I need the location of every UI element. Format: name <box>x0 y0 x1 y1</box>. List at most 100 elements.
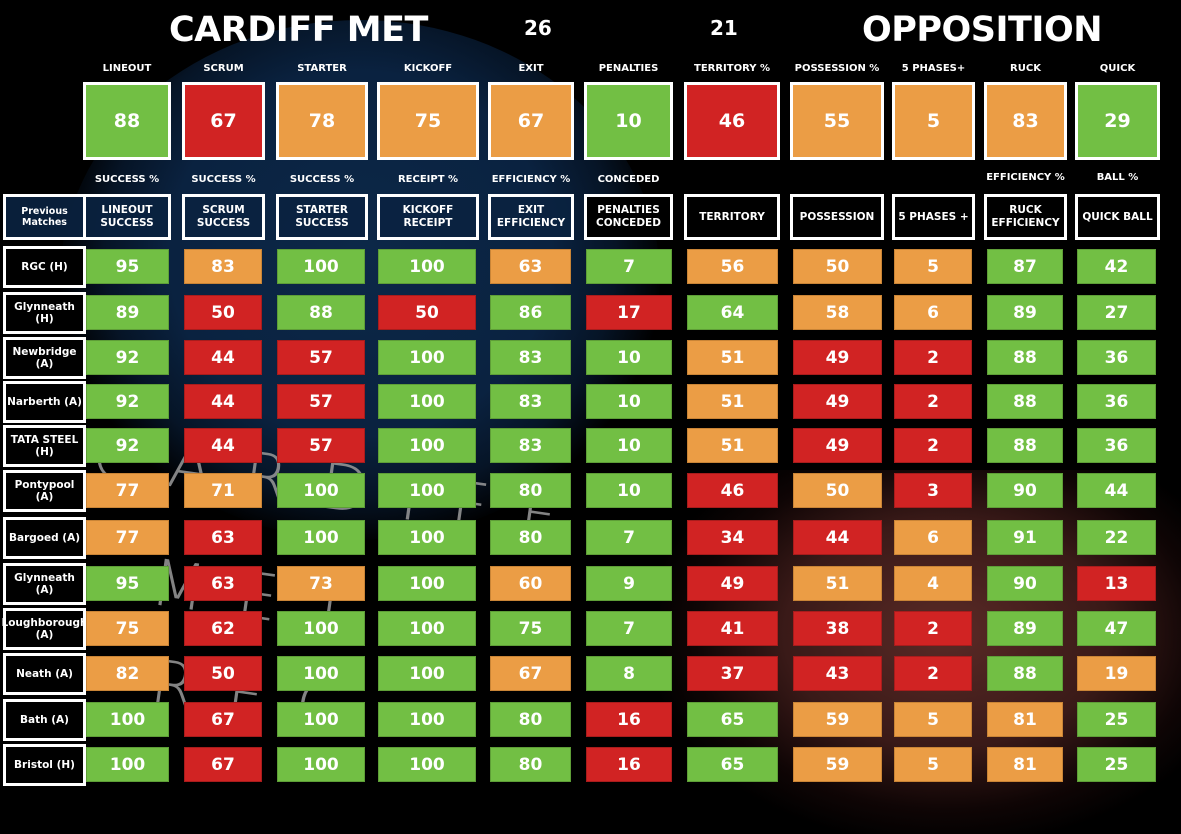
row-match-label: Bargoed (A) <box>3 517 86 559</box>
table-cell: 83 <box>490 340 571 375</box>
summary-value-box: 88 <box>83 82 171 160</box>
table-cell: 46 <box>687 473 778 508</box>
table-cell: 41 <box>687 611 778 646</box>
table-cell: 5 <box>894 702 972 737</box>
table-cell: 89 <box>86 295 169 330</box>
summary-value-box: 67 <box>488 82 574 160</box>
summary-value-box: 78 <box>276 82 368 160</box>
table-cell: 95 <box>86 566 169 601</box>
table-cell: 92 <box>86 340 169 375</box>
summary-value-box: 75 <box>377 82 479 160</box>
table-cell: 95 <box>86 249 169 284</box>
table-cell: 60 <box>490 566 571 601</box>
table-cell: 88 <box>277 295 365 330</box>
table-cell: 100 <box>378 249 476 284</box>
summary-label: 5 PHASES+ <box>901 63 966 74</box>
table-cell: 65 <box>687 702 778 737</box>
table-cell: 80 <box>490 473 571 508</box>
table-cell: 92 <box>86 384 169 419</box>
table-cell: 7 <box>586 520 672 555</box>
table-cell: 49 <box>793 340 882 375</box>
table-cell: 9 <box>586 566 672 601</box>
table-cell: 49 <box>793 428 882 463</box>
table-cell: 38 <box>793 611 882 646</box>
table-cell: 51 <box>687 428 778 463</box>
summary-sublabel: CONCEDED <box>597 174 660 185</box>
table-cell: 27 <box>1077 295 1156 330</box>
table-cell: 5 <box>894 747 972 782</box>
table-cell: 89 <box>987 611 1063 646</box>
summary-sublabel: BALL % <box>1096 172 1139 183</box>
table-cell: 56 <box>687 249 778 284</box>
table-cell: 100 <box>86 747 169 782</box>
table-cell: 80 <box>490 702 571 737</box>
table-cell: 59 <box>793 702 882 737</box>
summary-value-box: 46 <box>684 82 780 160</box>
table-cell: 91 <box>987 520 1063 555</box>
table-cell: 71 <box>184 473 262 508</box>
table-cell: 100 <box>277 656 365 691</box>
column-header: EXIT EFFICIENCY <box>488 194 574 240</box>
table-cell: 88 <box>987 656 1063 691</box>
away-team-title: OPPOSITION <box>862 10 1102 50</box>
table-cell: 100 <box>277 747 365 782</box>
table-cell: 25 <box>1077 702 1156 737</box>
column-header: PENALTIES CONCEDED <box>584 194 673 240</box>
table-cell: 6 <box>894 520 972 555</box>
table-cell: 87 <box>987 249 1063 284</box>
table-cell: 8 <box>586 656 672 691</box>
table-cell: 80 <box>490 520 571 555</box>
table-cell: 51 <box>687 384 778 419</box>
away-score: 21 <box>710 16 738 40</box>
table-cell: 92 <box>86 428 169 463</box>
column-header: POSSESSION <box>790 194 884 240</box>
table-cell: 36 <box>1077 384 1156 419</box>
table-cell: 80 <box>490 747 571 782</box>
table-cell: 75 <box>86 611 169 646</box>
summary-value-box: 5 <box>892 82 975 160</box>
table-cell: 49 <box>793 384 882 419</box>
table-cell: 13 <box>1077 566 1156 601</box>
table-cell: 44 <box>184 384 262 419</box>
column-header: TERRITORY <box>684 194 780 240</box>
table-cell: 6 <box>894 295 972 330</box>
table-cell: 67 <box>184 702 262 737</box>
table-cell: 100 <box>277 611 365 646</box>
table-cell: 44 <box>793 520 882 555</box>
table-cell: 37 <box>687 656 778 691</box>
table-cell: 10 <box>586 340 672 375</box>
summary-sublabel: SUCCESS % <box>191 174 256 185</box>
table-cell: 2 <box>894 428 972 463</box>
table-cell: 17 <box>586 295 672 330</box>
column-header: SCRUM SUCCESS <box>182 194 265 240</box>
home-team-title: CARDIFF MET <box>169 10 428 50</box>
table-cell: 7 <box>586 611 672 646</box>
table-cell: 100 <box>277 473 365 508</box>
column-header: KICKOFF RECEIPT <box>377 194 479 240</box>
column-header: QUICK BALL <box>1075 194 1160 240</box>
table-cell: 81 <box>987 702 1063 737</box>
table-cell: 57 <box>277 384 365 419</box>
table-cell: 100 <box>378 520 476 555</box>
table-cell: 100 <box>378 611 476 646</box>
table-cell: 62 <box>184 611 262 646</box>
column-header: STARTER SUCCESS <box>276 194 368 240</box>
table-cell: 64 <box>687 295 778 330</box>
summary-label: TERRITORY % <box>694 63 770 74</box>
row-match-label: Loughborough (A) <box>2 608 87 650</box>
summary-label: LINEOUT <box>102 63 152 74</box>
table-cell: 57 <box>277 428 365 463</box>
summary-value-box: 10 <box>584 82 673 160</box>
table-cell: 100 <box>378 747 476 782</box>
table-cell: 4 <box>894 566 972 601</box>
table-cell: 36 <box>1077 428 1156 463</box>
table-cell: 50 <box>184 295 262 330</box>
table-cell: 2 <box>894 340 972 375</box>
summary-sublabel: RECEIPT % <box>397 174 459 185</box>
table-cell: 83 <box>184 249 262 284</box>
table-cell: 42 <box>1077 249 1156 284</box>
table-cell: 100 <box>378 473 476 508</box>
summary-label: STARTER <box>297 63 347 74</box>
column-header: RUCK EFFICIENCY <box>984 194 1067 240</box>
table-cell: 50 <box>793 249 882 284</box>
